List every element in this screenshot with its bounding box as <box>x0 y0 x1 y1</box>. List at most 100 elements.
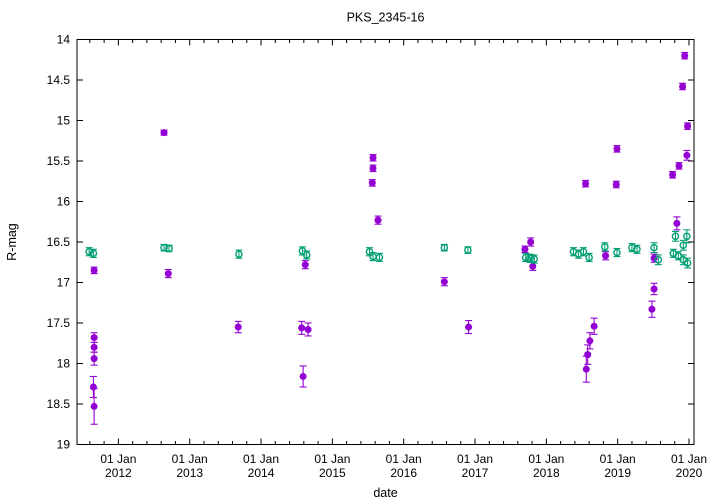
filled-circle-marker <box>234 323 242 331</box>
y-axis <box>77 39 694 445</box>
data-point <box>90 341 98 353</box>
y-tick-label: 14 <box>57 33 71 47</box>
filled-circle-marker <box>90 343 98 351</box>
data-point <box>681 51 689 60</box>
filled-circle-marker <box>368 179 376 187</box>
data-point <box>90 388 98 425</box>
filled-circle-marker <box>90 355 98 363</box>
filled-circle-marker <box>612 180 620 188</box>
y-axis-label: R-mag <box>5 223 19 261</box>
open-circle-marker <box>375 253 384 262</box>
data-point <box>301 260 309 270</box>
data-point <box>299 365 307 388</box>
open-circle-marker <box>302 251 311 259</box>
open-circle-marker <box>633 245 641 254</box>
open-circle-marker <box>235 250 243 258</box>
data-point <box>89 248 98 258</box>
open-circle-marker <box>585 253 593 262</box>
open-circle-marker <box>674 251 683 260</box>
open-circle-marker <box>601 243 609 251</box>
data-point <box>374 215 382 225</box>
data-point <box>304 322 312 337</box>
open-circle-marker <box>440 243 449 252</box>
x-tick-label: 2016 <box>390 466 417 480</box>
y-tick-label: 18.5 <box>47 397 71 411</box>
x-tick-label: 01 Jan <box>457 452 493 466</box>
data-point <box>683 257 692 269</box>
x-tick-label: 2018 <box>533 466 560 480</box>
filled-circle-marker <box>613 145 621 153</box>
data-point <box>613 145 621 153</box>
filled-circle-marker <box>369 164 377 172</box>
series-comparison-star-photometry <box>85 229 692 269</box>
data-point <box>590 317 598 335</box>
open-circle-marker <box>679 241 688 250</box>
data-point <box>526 253 534 263</box>
x-tick-label: 01 Jan <box>100 452 136 466</box>
filled-circle-marker <box>90 266 98 274</box>
figure-title: PKS_2345-16 <box>347 11 425 25</box>
filled-circle-marker <box>164 270 172 278</box>
filled-circle-marker <box>586 337 594 345</box>
data-point <box>671 230 680 242</box>
data-point <box>90 266 98 275</box>
data-point <box>368 179 376 187</box>
y-tick-label: 17.5 <box>47 316 71 330</box>
filled-circle-marker <box>299 372 307 380</box>
data-point <box>585 252 593 262</box>
data-point <box>673 216 681 231</box>
filled-circle-marker <box>602 252 610 260</box>
filled-circle-marker <box>304 325 312 333</box>
data-point <box>650 282 658 296</box>
y-tick-label: 16.5 <box>47 235 71 249</box>
open-circle-marker <box>89 249 98 258</box>
series-target-photometry <box>89 51 692 425</box>
filled-circle-marker <box>160 129 168 137</box>
data-point <box>654 254 663 266</box>
open-circle-marker <box>613 248 621 257</box>
y-tick-label: 16 <box>57 195 71 209</box>
data-point <box>521 245 529 254</box>
filled-circle-marker <box>582 365 590 373</box>
filled-circle-marker <box>648 305 656 313</box>
y-tick-label: 14.5 <box>47 73 71 87</box>
open-circle-marker <box>365 247 374 256</box>
data-point <box>679 82 687 91</box>
data-point <box>669 170 677 179</box>
data-point <box>602 251 610 261</box>
data-point <box>633 244 641 254</box>
open-circle-marker <box>521 253 530 262</box>
open-circle-marker <box>526 254 534 263</box>
data-point <box>234 320 242 334</box>
filled-circle-marker <box>298 324 306 332</box>
open-circle-marker <box>683 259 692 267</box>
filled-circle-marker <box>681 52 689 60</box>
open-circle-marker <box>165 244 173 253</box>
filled-circle-marker <box>374 216 382 224</box>
data-point <box>579 247 588 257</box>
x-tick-label: 2020 <box>676 466 703 480</box>
plot-border <box>76 39 695 445</box>
data-point <box>465 320 473 335</box>
filled-circle-marker <box>529 262 537 270</box>
filled-circle-marker <box>521 245 529 253</box>
data-point <box>89 375 97 399</box>
x-tick-label: 2014 <box>248 466 275 480</box>
data-point <box>165 244 173 253</box>
data-point <box>679 239 688 251</box>
filled-circle-marker <box>90 334 98 342</box>
filled-circle-marker <box>683 151 691 159</box>
x-tick-label: 01 Jan <box>600 452 636 466</box>
filled-circle-marker <box>89 383 97 391</box>
data-point <box>90 332 98 343</box>
open-circle-marker <box>671 232 680 241</box>
filled-circle-marker <box>301 261 309 269</box>
filled-circle-marker <box>440 278 448 286</box>
data-point <box>440 277 448 287</box>
filled-circle-marker <box>684 122 692 130</box>
data-point <box>613 247 621 258</box>
data-point <box>369 164 377 173</box>
open-circle-marker <box>579 247 588 256</box>
x-tick-label: 01 Jan <box>386 452 422 466</box>
